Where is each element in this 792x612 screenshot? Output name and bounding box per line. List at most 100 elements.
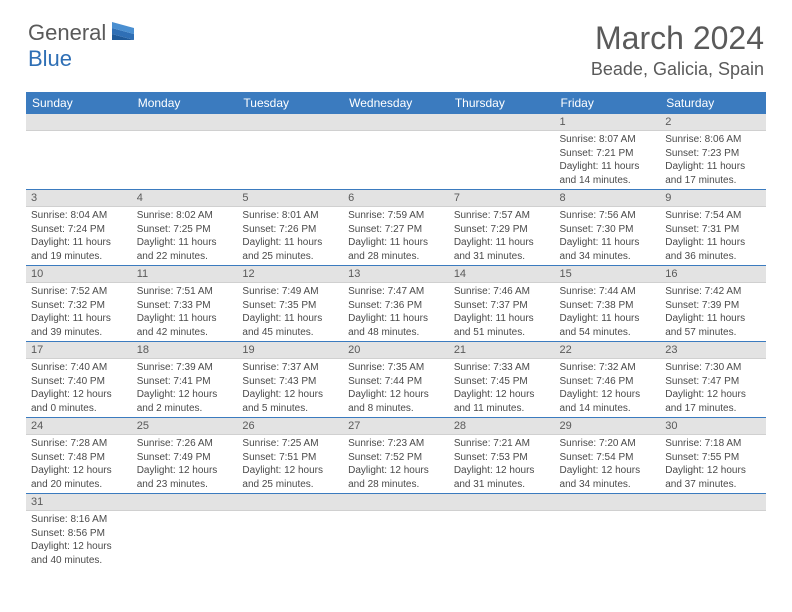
day-daylight1: Daylight: 12 hours [348, 464, 444, 478]
day-sunrise: Sunrise: 7:25 AM [242, 437, 338, 451]
day-daylight1: Daylight: 11 hours [665, 236, 761, 250]
day-sunset: Sunset: 7:51 PM [242, 451, 338, 465]
day-info: Sunrise: 7:39 AMSunset: 7:41 PMDaylight:… [132, 359, 238, 417]
day-sunset: Sunset: 7:43 PM [242, 375, 338, 389]
day-number-empty [555, 494, 661, 511]
day-daylight1: Daylight: 12 hours [348, 388, 444, 402]
day-sunset: Sunset: 7:29 PM [454, 223, 550, 237]
day-number: 29 [555, 418, 661, 435]
day-daylight1: Daylight: 11 hours [665, 312, 761, 326]
day-sunset: Sunset: 7:53 PM [454, 451, 550, 465]
day-sunrise: Sunrise: 7:26 AM [137, 437, 233, 451]
calendar-cell: 30Sunrise: 7:18 AMSunset: 7:55 PMDayligh… [660, 418, 766, 494]
day-daylight2: and 28 minutes. [348, 250, 444, 264]
day-sunrise: Sunrise: 7:18 AM [665, 437, 761, 451]
day-daylight1: Daylight: 12 hours [137, 388, 233, 402]
day-number-empty [660, 494, 766, 511]
calendar-cell: 24Sunrise: 7:28 AMSunset: 7:48 PMDayligh… [26, 418, 132, 494]
day-daylight2: and 17 minutes. [665, 174, 761, 188]
day-daylight2: and 34 minutes. [560, 250, 656, 264]
day-sunset: Sunset: 7:54 PM [560, 451, 656, 465]
weekday-header: Sunday [26, 92, 132, 114]
day-daylight1: Daylight: 12 hours [665, 388, 761, 402]
day-number: 13 [343, 266, 449, 283]
day-info: Sunrise: 7:49 AMSunset: 7:35 PMDaylight:… [237, 283, 343, 341]
calendar-cell: 8Sunrise: 7:56 AMSunset: 7:30 PMDaylight… [555, 190, 661, 266]
day-daylight2: and 23 minutes. [137, 478, 233, 492]
day-daylight2: and 11 minutes. [454, 402, 550, 416]
day-info: Sunrise: 7:32 AMSunset: 7:46 PMDaylight:… [555, 359, 661, 417]
day-daylight2: and 17 minutes. [665, 402, 761, 416]
calendar-cell: 10Sunrise: 7:52 AMSunset: 7:32 PMDayligh… [26, 266, 132, 342]
day-sunset: Sunset: 7:23 PM [665, 147, 761, 161]
day-sunset: Sunset: 7:36 PM [348, 299, 444, 313]
day-number: 8 [555, 190, 661, 207]
day-sunset: Sunset: 7:30 PM [560, 223, 656, 237]
calendar-cell [343, 114, 449, 190]
day-number: 16 [660, 266, 766, 283]
day-number-empty [237, 494, 343, 511]
day-number: 18 [132, 342, 238, 359]
day-daylight2: and 19 minutes. [31, 250, 127, 264]
day-number: 21 [449, 342, 555, 359]
calendar-cell: 15Sunrise: 7:44 AMSunset: 7:38 PMDayligh… [555, 266, 661, 342]
calendar-cell: 12Sunrise: 7:49 AMSunset: 7:35 PMDayligh… [237, 266, 343, 342]
day-daylight1: Daylight: 12 hours [242, 388, 338, 402]
calendar-cell: 31Sunrise: 8:16 AMSunset: 8:56 PMDayligh… [26, 494, 132, 570]
day-daylight2: and 54 minutes. [560, 326, 656, 340]
day-sunrise: Sunrise: 8:01 AM [242, 209, 338, 223]
day-daylight2: and 14 minutes. [560, 174, 656, 188]
day-sunset: Sunset: 7:37 PM [454, 299, 550, 313]
day-sunrise: Sunrise: 7:20 AM [560, 437, 656, 451]
day-daylight1: Daylight: 11 hours [348, 312, 444, 326]
calendar-cell [449, 494, 555, 570]
calendar-cell: 16Sunrise: 7:42 AMSunset: 7:39 PMDayligh… [660, 266, 766, 342]
day-daylight2: and 0 minutes. [31, 402, 127, 416]
day-number: 27 [343, 418, 449, 435]
day-number: 1 [555, 114, 661, 131]
day-sunrise: Sunrise: 7:40 AM [31, 361, 127, 375]
day-sunrise: Sunrise: 8:16 AM [31, 513, 127, 527]
day-number: 17 [26, 342, 132, 359]
header: General March 2024 Beade, Galicia, Spain [0, 0, 792, 88]
day-daylight2: and 20 minutes. [31, 478, 127, 492]
day-sunset: Sunset: 7:47 PM [665, 375, 761, 389]
calendar-cell [237, 114, 343, 190]
day-info: Sunrise: 7:35 AMSunset: 7:44 PMDaylight:… [343, 359, 449, 417]
day-number-empty [449, 494, 555, 511]
calendar-cell: 3Sunrise: 8:04 AMSunset: 7:24 PMDaylight… [26, 190, 132, 266]
day-info: Sunrise: 7:52 AMSunset: 7:32 PMDaylight:… [26, 283, 132, 341]
weekday-header: Friday [555, 92, 661, 114]
day-info: Sunrise: 7:37 AMSunset: 7:43 PMDaylight:… [237, 359, 343, 417]
day-daylight1: Daylight: 11 hours [137, 236, 233, 250]
day-info: Sunrise: 8:16 AMSunset: 8:56 PMDaylight:… [26, 511, 132, 569]
day-sunrise: Sunrise: 7:49 AM [242, 285, 338, 299]
day-daylight1: Daylight: 11 hours [242, 312, 338, 326]
calendar-cell [26, 114, 132, 190]
day-daylight1: Daylight: 11 hours [31, 312, 127, 326]
calendar-cell [132, 494, 238, 570]
calendar-cell: 28Sunrise: 7:21 AMSunset: 7:53 PMDayligh… [449, 418, 555, 494]
day-sunset: Sunset: 7:24 PM [31, 223, 127, 237]
calendar-row: 1Sunrise: 8:07 AMSunset: 7:21 PMDaylight… [26, 114, 766, 190]
day-daylight2: and 51 minutes. [454, 326, 550, 340]
day-number-empty [26, 114, 132, 131]
day-sunrise: Sunrise: 7:54 AM [665, 209, 761, 223]
day-sunrise: Sunrise: 7:37 AM [242, 361, 338, 375]
calendar-row: 10Sunrise: 7:52 AMSunset: 7:32 PMDayligh… [26, 266, 766, 342]
day-info: Sunrise: 7:18 AMSunset: 7:55 PMDaylight:… [660, 435, 766, 493]
day-daylight1: Daylight: 12 hours [454, 388, 550, 402]
day-daylight1: Daylight: 11 hours [560, 160, 656, 174]
day-number: 31 [26, 494, 132, 511]
day-sunset: Sunset: 7:31 PM [665, 223, 761, 237]
day-sunrise: Sunrise: 7:56 AM [560, 209, 656, 223]
day-daylight2: and 34 minutes. [560, 478, 656, 492]
calendar-row: 24Sunrise: 7:28 AMSunset: 7:48 PMDayligh… [26, 418, 766, 494]
calendar-table: SundayMondayTuesdayWednesdayThursdayFrid… [26, 92, 766, 569]
calendar-cell: 25Sunrise: 7:26 AMSunset: 7:49 PMDayligh… [132, 418, 238, 494]
day-daylight1: Daylight: 11 hours [31, 236, 127, 250]
day-info: Sunrise: 7:44 AMSunset: 7:38 PMDaylight:… [555, 283, 661, 341]
day-number: 11 [132, 266, 238, 283]
calendar-cell: 22Sunrise: 7:32 AMSunset: 7:46 PMDayligh… [555, 342, 661, 418]
day-info: Sunrise: 7:51 AMSunset: 7:33 PMDaylight:… [132, 283, 238, 341]
